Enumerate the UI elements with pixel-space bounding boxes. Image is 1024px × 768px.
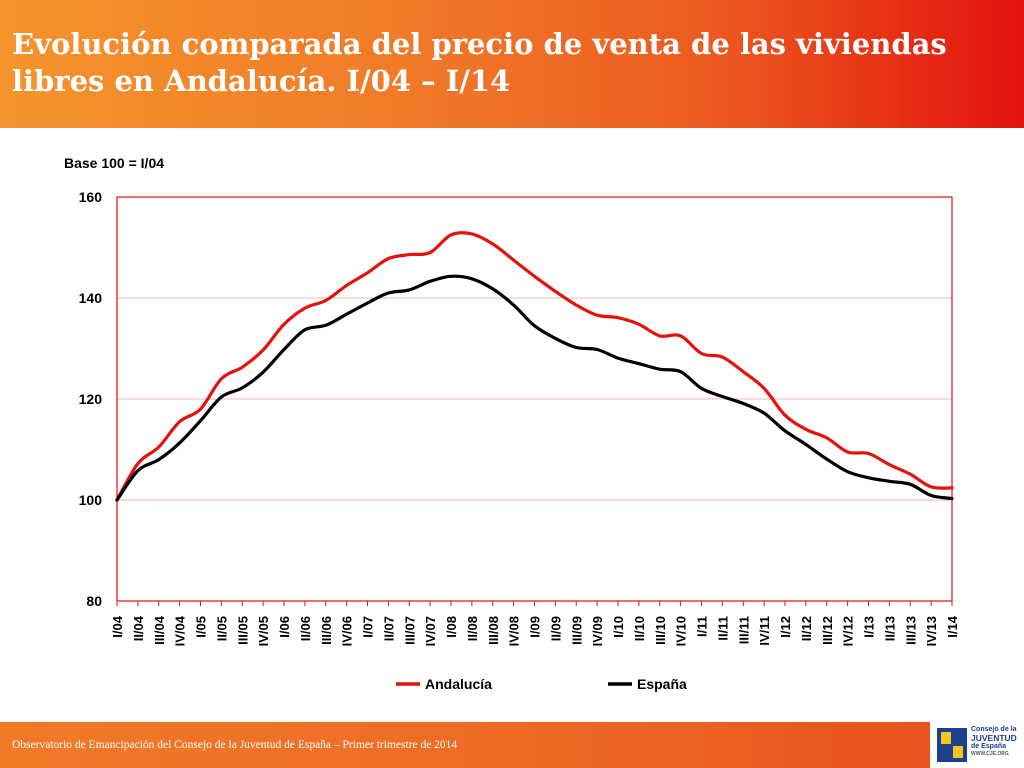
x-tick-label: IV/05	[256, 616, 271, 646]
x-tick-label: II/09	[548, 616, 563, 641]
x-tick-label: III/09	[569, 616, 584, 645]
x-tick-label: II/08	[465, 616, 480, 641]
unit-label: Base 100 = I/04	[64, 155, 164, 171]
x-tick-label: II/07	[381, 616, 396, 641]
x-tick-label: III/04	[152, 615, 167, 645]
x-tick-label: III/07	[402, 616, 417, 645]
x-tick-label: III/12	[820, 616, 835, 645]
logo-line-3: de España	[971, 743, 1007, 750]
series-line-espana	[115, 274, 954, 502]
x-tick-label: IV/10	[674, 616, 689, 646]
y-tick-label: 80	[86, 593, 102, 609]
x-tick-label: II/05	[214, 616, 229, 641]
x-tick-label: III/11	[736, 616, 751, 644]
x-tick-label: I/12	[778, 616, 793, 638]
x-tick-label: I/09	[528, 616, 543, 638]
x-tick-label: I/07	[361, 616, 376, 638]
legend-label: España	[637, 676, 687, 692]
series-line-andalucia	[115, 231, 954, 502]
x-tick-label: II/06	[298, 616, 313, 641]
x-tick-label: IV/06	[340, 616, 355, 646]
x-tick-label: I/04	[110, 615, 125, 637]
x-tick-label: III/06	[319, 616, 334, 645]
page-title: Evolución comparada del precio de venta …	[12, 27, 947, 98]
x-tick-label: IV/08	[507, 616, 522, 646]
x-tick-label: II/12	[799, 616, 814, 641]
y-tick-label: 100	[79, 492, 103, 508]
y-tick-label: 120	[79, 391, 103, 407]
x-tick-label: III/13	[903, 616, 918, 645]
x-tick-label: I/11	[695, 616, 710, 637]
x-tick-label: IV/09	[590, 616, 605, 646]
x-tick-label: IV/07	[423, 616, 438, 646]
x-tick-label: I/06	[277, 616, 292, 638]
cje-logo: Consejo de la JUVENTUD de España WWW.CJE…	[930, 722, 1024, 768]
line-chart: Base 100 = I/04 80 100 120 140 160 I/04 II/04…	[64, 155, 960, 692]
y-tick-label: 140	[79, 290, 103, 306]
x-tick-label: IV/04	[173, 615, 188, 646]
legend-label: Andalucía	[425, 676, 492, 692]
footer-banner: Observatorio de Emancipación del Consejo…	[0, 722, 1024, 768]
x-tick-label: IV/11	[757, 616, 772, 646]
logo-url: WWW.CJE.ORG	[971, 751, 1009, 757]
x-tick-label: I/13	[862, 616, 877, 638]
x-tick-label: I/08	[444, 616, 459, 638]
logo-line-2: JUVENTUD	[971, 733, 1017, 743]
x-tick-label: III/10	[653, 616, 668, 645]
logo-line-1: Consejo de la	[971, 726, 1017, 733]
x-tick-label: II/13	[882, 616, 897, 641]
x-tick-label: III/05	[235, 616, 250, 645]
footer-note: Observatorio de Emancipación del Consejo…	[12, 739, 458, 751]
x-tick-label: III/08	[486, 616, 501, 645]
x-tick-label: II/11	[715, 616, 730, 641]
x-tick-label: II/04	[131, 615, 146, 641]
x-tick-label: IV/12	[841, 616, 856, 646]
x-tick-label: IV/13	[924, 616, 939, 646]
x-tick-label: I/10	[611, 616, 626, 638]
x-tick-label: I/05	[194, 616, 209, 638]
header-banner: Evolución comparada del precio de venta …	[0, 0, 1024, 128]
x-tick-label: I/14	[945, 615, 960, 637]
cje-logo-mark-icon	[937, 728, 967, 762]
x-tick-label: II/10	[632, 616, 647, 641]
y-tick-label: 160	[79, 189, 103, 205]
